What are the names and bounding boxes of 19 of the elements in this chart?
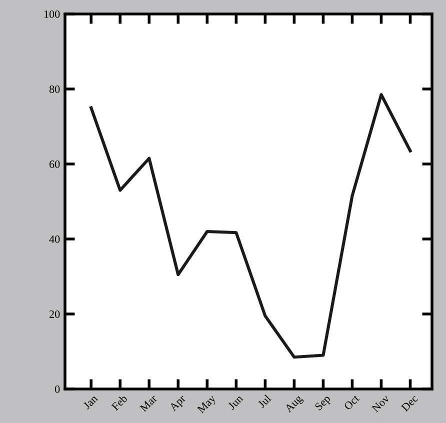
y-tick-label: 0: [55, 385, 60, 393]
x-tick-label: Mar: [140, 394, 158, 412]
x-tick-label: Jul: [257, 394, 272, 408]
x-tick-label: May: [196, 394, 218, 416]
y-tick-label: 40: [49, 235, 60, 243]
x-tick-label: Dec: [400, 394, 418, 412]
x-tick-label: Jun: [228, 394, 244, 410]
y-tick-label: 100: [44, 10, 60, 18]
x-tick-label: Feb: [110, 394, 128, 411]
x-tick-label: Aug: [284, 394, 304, 414]
y-tick-label: 20: [50, 310, 60, 318]
x-tick-label: Nov: [371, 394, 390, 413]
y-tick-label: 80: [49, 85, 60, 93]
x-tick-label: Sep: [314, 394, 332, 412]
x-tick-label: Jan: [82, 394, 98, 410]
y-tick-label: 60: [50, 160, 60, 168]
line-series: [90, 93, 412, 359]
x-tick-label: Oct: [344, 394, 360, 410]
x-tick-label: Apr: [168, 394, 188, 414]
